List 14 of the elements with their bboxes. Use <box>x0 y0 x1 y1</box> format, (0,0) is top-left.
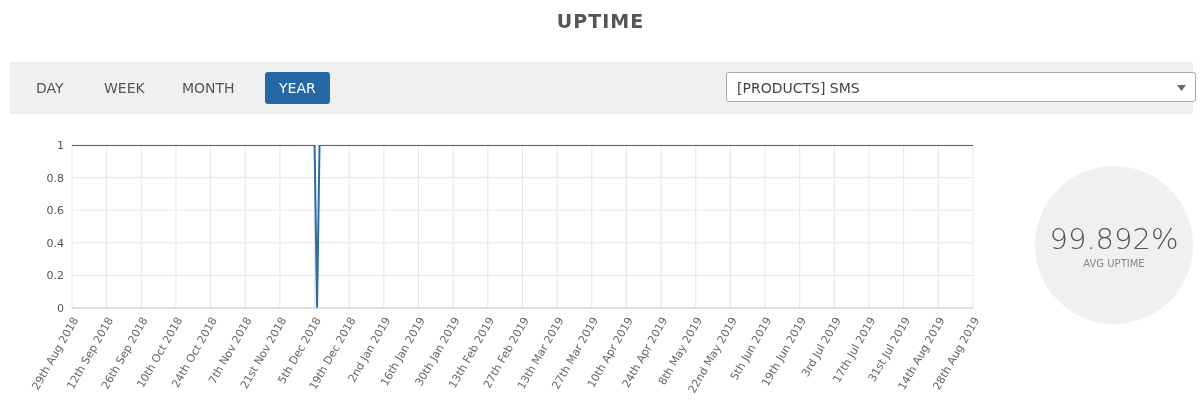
text: [PRODUCTS] SMS <box>726 72 1196 102</box>
y-tick-label: 0 <box>57 301 64 315</box>
y-tick-label: 0.6 <box>46 204 64 218</box>
text: AVG UPTIME <box>1082 258 1146 269</box>
text: WEEK <box>103 79 146 98</box>
y-tick-label: 0.2 <box>46 269 64 283</box>
y-tick-label: 0.8 <box>46 171 64 185</box>
y-tick-label: 0.4 <box>46 236 64 250</box>
text: DAY <box>35 79 65 98</box>
y-tick-label: 1 <box>57 138 64 152</box>
text: YEAR <box>265 72 330 104</box>
text: 99.892% <box>1048 222 1180 256</box>
text: MONTH <box>181 79 236 98</box>
chart-title: UPTIME <box>555 10 646 32</box>
